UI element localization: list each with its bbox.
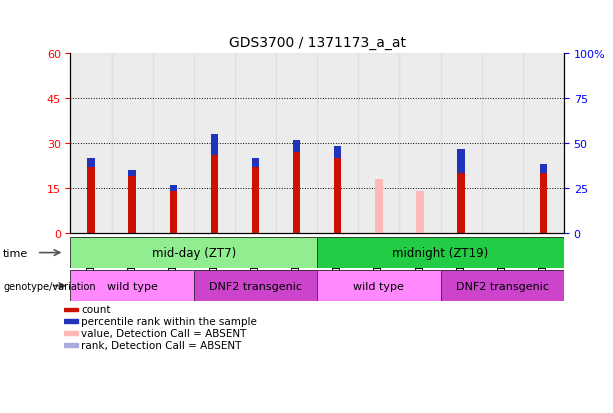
Text: genotype/variation: genotype/variation bbox=[3, 281, 96, 291]
Bar bbox=[88, 159, 95, 233]
Title: GDS3700 / 1371173_a_at: GDS3700 / 1371173_a_at bbox=[229, 36, 406, 50]
Bar bbox=[64, 308, 78, 311]
Bar bbox=[153, 54, 194, 233]
Text: wild type: wild type bbox=[354, 281, 405, 291]
Text: percentile rank within the sample: percentile rank within the sample bbox=[81, 316, 257, 326]
Bar bbox=[375, 179, 383, 233]
Bar bbox=[293, 140, 300, 152]
Bar bbox=[334, 147, 341, 159]
Bar bbox=[211, 135, 218, 233]
Bar bbox=[318, 54, 359, 233]
Text: count: count bbox=[81, 304, 110, 314]
Bar bbox=[539, 164, 547, 173]
Bar bbox=[211, 135, 218, 156]
Text: rank, Detection Call = ABSENT: rank, Detection Call = ABSENT bbox=[81, 340, 242, 350]
Bar bbox=[276, 54, 318, 233]
Text: value, Detection Call = ABSENT: value, Detection Call = ABSENT bbox=[81, 328, 246, 338]
Text: time: time bbox=[3, 248, 28, 258]
Bar bbox=[293, 140, 300, 233]
Bar bbox=[359, 54, 400, 233]
FancyBboxPatch shape bbox=[70, 271, 194, 301]
Bar bbox=[88, 159, 95, 168]
Text: DNF2 transgenic: DNF2 transgenic bbox=[456, 281, 549, 291]
Bar bbox=[112, 54, 153, 233]
Bar bbox=[129, 171, 136, 176]
Bar bbox=[416, 192, 424, 233]
Bar bbox=[457, 150, 465, 173]
FancyBboxPatch shape bbox=[194, 271, 318, 301]
Text: midnight (ZT19): midnight (ZT19) bbox=[392, 247, 489, 259]
Text: DNF2 transgenic: DNF2 transgenic bbox=[209, 281, 302, 291]
Bar bbox=[129, 171, 136, 233]
Bar bbox=[523, 54, 564, 233]
Bar bbox=[170, 185, 177, 192]
Bar bbox=[252, 159, 259, 233]
Bar bbox=[482, 54, 523, 233]
Bar bbox=[64, 344, 78, 347]
Bar bbox=[416, 204, 424, 233]
Bar bbox=[194, 54, 235, 233]
Bar bbox=[441, 54, 482, 233]
FancyBboxPatch shape bbox=[70, 237, 318, 268]
Bar bbox=[334, 147, 341, 233]
Bar bbox=[170, 185, 177, 233]
FancyBboxPatch shape bbox=[441, 271, 564, 301]
Text: wild type: wild type bbox=[107, 281, 158, 291]
Bar bbox=[70, 54, 112, 233]
Bar bbox=[64, 332, 78, 335]
Text: mid-day (ZT7): mid-day (ZT7) bbox=[152, 247, 236, 259]
Bar bbox=[235, 54, 276, 233]
FancyBboxPatch shape bbox=[318, 237, 564, 268]
FancyBboxPatch shape bbox=[318, 271, 441, 301]
Bar bbox=[539, 164, 547, 233]
Bar bbox=[252, 159, 259, 168]
Bar bbox=[375, 188, 383, 233]
Bar bbox=[400, 54, 441, 233]
Bar bbox=[64, 320, 78, 323]
Bar bbox=[457, 150, 465, 233]
